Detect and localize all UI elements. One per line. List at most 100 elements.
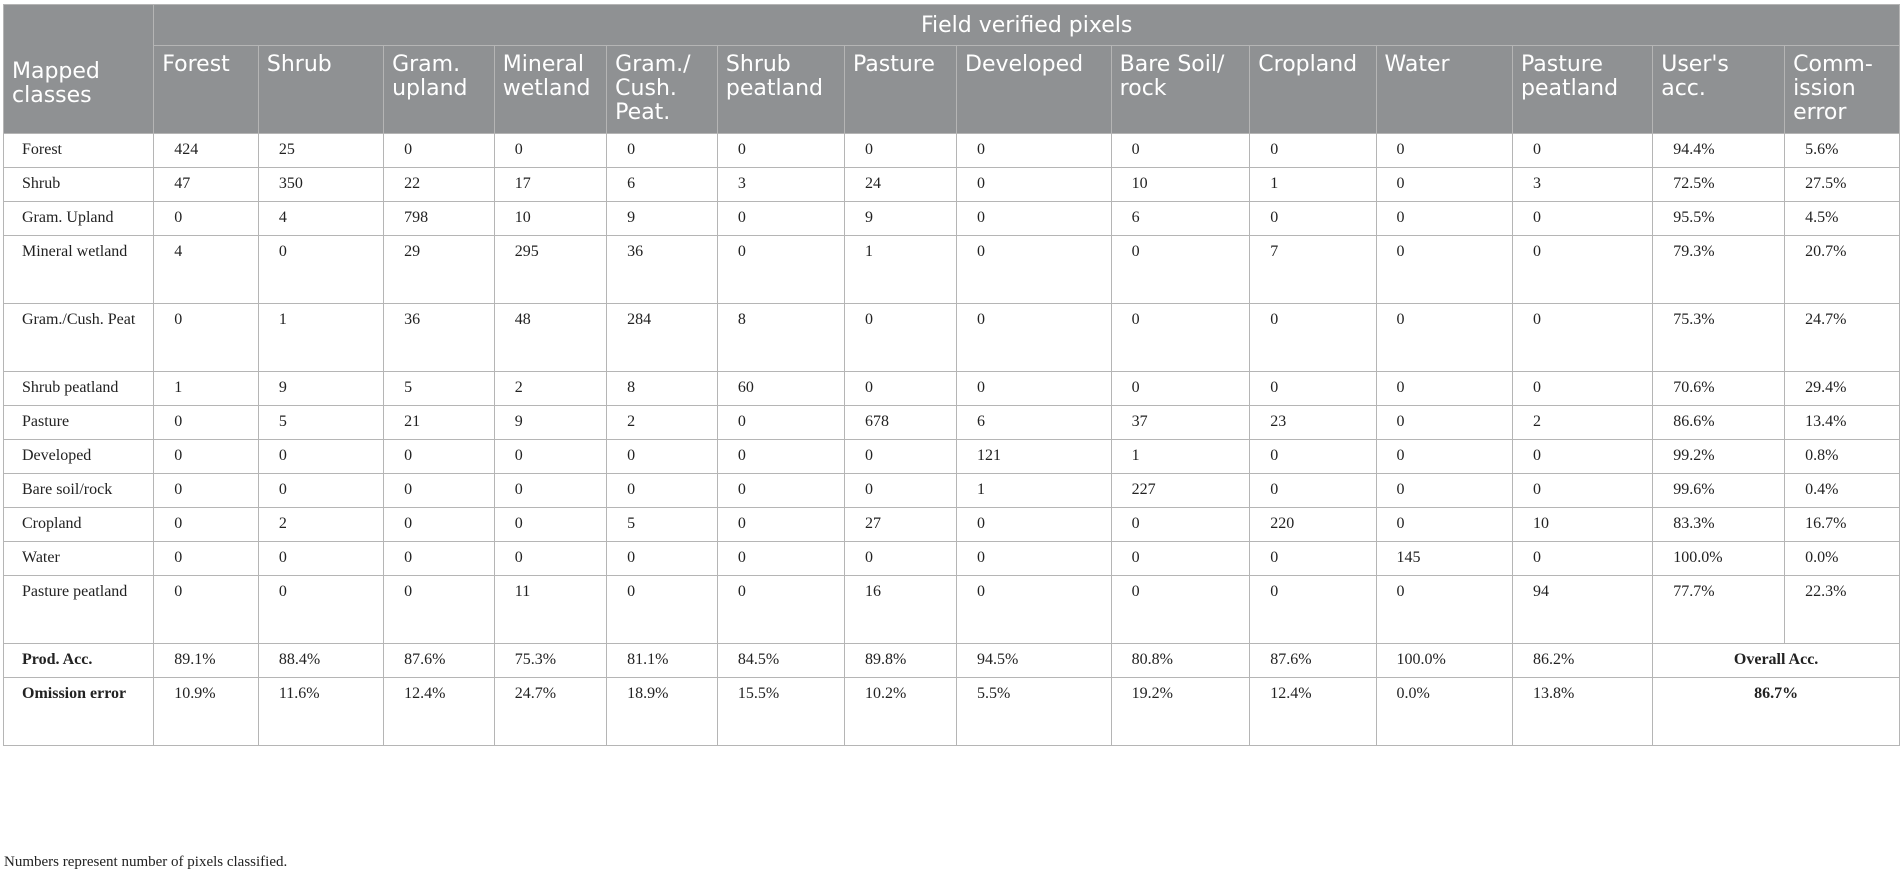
table-cell: 1 <box>843 235 958 304</box>
table-cell: 0 <box>956 167 1112 202</box>
table-cell: 350 <box>257 167 385 202</box>
table-cell: 0 <box>606 473 718 508</box>
table-cell: 0 <box>257 439 385 474</box>
column-header: Forest <box>153 45 259 134</box>
table-cell: 60 <box>716 371 845 406</box>
table-cell: 77.7% <box>1652 575 1786 644</box>
table-cell: 0 <box>843 371 958 406</box>
column-header: Mineral wetland <box>493 45 608 134</box>
table-cell: 0.4% <box>1784 473 1900 508</box>
table-cell: 22.3% <box>1784 575 1900 644</box>
table-cell: 2 <box>606 405 718 440</box>
table-cell: 47 <box>153 167 259 202</box>
table-cell: 0 <box>153 303 259 372</box>
table-cell: 220 <box>1249 507 1377 542</box>
table-cell: 0 <box>257 541 385 576</box>
table-cell: 0 <box>956 133 1112 168</box>
table-cell: 0 <box>493 133 608 168</box>
row-label: Forest <box>2 133 155 168</box>
table-cell: 15.5% <box>716 677 845 746</box>
overall-accuracy-value: 86.7% <box>1652 677 1900 746</box>
table-cell: 94 <box>1511 575 1654 644</box>
table-cell: 0 <box>1511 473 1654 508</box>
table-cell: 94.5% <box>956 643 1112 678</box>
table-cell: 29.4% <box>1784 371 1900 406</box>
table-cell: 5.5% <box>956 677 1112 746</box>
table-cell: 72.5% <box>1652 167 1786 202</box>
table-cell: 0 <box>606 439 718 474</box>
table-cell: 0 <box>383 133 495 168</box>
row-label: Bare soil/rock <box>2 473 155 508</box>
table-cell: 6 <box>956 405 1112 440</box>
table-row: Water 0 0 0 0 0 0 0 0 0 0 145 0 100.0% 0.0% <box>2 541 1900 576</box>
table-cell: 145 <box>1375 541 1513 576</box>
table-cell: 94.4% <box>1652 133 1786 168</box>
table-cell: 0 <box>956 303 1112 372</box>
table-row: Developed 0 0 0 0 0 0 0 121 1 0 0 0 99.2% 0.8% <box>2 439 1900 474</box>
table-cell: 0.0% <box>1375 677 1513 746</box>
table-cell: 0 <box>956 541 1112 576</box>
table-row: Gram. Upland 0 4 798 10 9 0 9 0 6 0 0 0 95.5% 4.5% <box>2 201 1900 236</box>
table-cell: 0.8% <box>1784 439 1900 474</box>
row-label: Gram. Upland <box>2 201 155 236</box>
table-cell: 5 <box>257 405 385 440</box>
table-cell: 2 <box>257 507 385 542</box>
table-cell: 0 <box>1110 575 1251 644</box>
table-cell: 6 <box>606 167 718 202</box>
table-cell: 0 <box>1110 235 1251 304</box>
table-cell: 99.6% <box>1652 473 1786 508</box>
table-footnote: Numbers represent number of pixels class… <box>4 854 288 870</box>
table-row: Mineral wetland 4 0 29 295 36 0 1 0 0 7 0 0 79.3% 20.7… <box>2 235 1900 304</box>
omission-error-row: Omission error 10.9% 11.6% 12.4% 24.7% 18.9% 1… <box>2 677 1900 746</box>
table-cell: 79.3% <box>1652 235 1786 304</box>
table-cell: 16.7% <box>1784 507 1900 542</box>
table-cell: 0 <box>716 201 845 236</box>
table-cell: 0 <box>956 235 1112 304</box>
table-cell: 0 <box>956 371 1112 406</box>
row-label: Cropland <box>2 507 155 542</box>
column-header: Gram. upland <box>383 45 495 134</box>
table-cell: 83.3% <box>1652 507 1786 542</box>
table-row: Shrub 47 350 22 17 6 3 24 0 10 1 0 3 72.5% 27.5% <box>2 167 1900 202</box>
table-cell: 9 <box>493 405 608 440</box>
table-cell: 22 <box>383 167 495 202</box>
column-header: Pasture peatland <box>1511 45 1654 134</box>
table-cell: 3 <box>716 167 845 202</box>
table-cell: 5.6% <box>1784 133 1900 168</box>
column-header: Bare Soil/ rock <box>1110 45 1251 134</box>
table-cell: 37 <box>1110 405 1251 440</box>
table-cell: 1 <box>956 473 1112 508</box>
column-header: Shrub peatland <box>716 45 845 134</box>
table-cell: 2 <box>493 371 608 406</box>
table-cell: 0 <box>1110 133 1251 168</box>
table-row: Pasture peatland 0 0 0 11 0 0 16 0 0 0 0 94 77.7% 22.3… <box>2 575 1900 644</box>
table-cell: 0 <box>153 575 259 644</box>
table-cell: 100.0% <box>1652 541 1786 576</box>
table-cell: 6 <box>1110 201 1251 236</box>
table-cell: 3 <box>1511 167 1654 202</box>
table-cell: 10.9% <box>153 677 259 746</box>
table-cell: 75.3% <box>493 643 608 678</box>
table-cell: 0 <box>1375 439 1513 474</box>
table-cell: 0 <box>1375 507 1513 542</box>
table-cell: 86.2% <box>1511 643 1654 678</box>
table-cell: 678 <box>843 405 958 440</box>
table-cell: 29 <box>383 235 495 304</box>
table-cell: 0 <box>1110 303 1251 372</box>
column-header: Gram./ Cush. Peat. <box>606 45 718 134</box>
table-row: Shrub peatland 1 9 5 2 8 60 0 0 0 0 0 0 70.6% 29.4% <box>2 371 1900 406</box>
table-cell: 0.0% <box>1784 541 1900 576</box>
table-cell: 0 <box>843 541 958 576</box>
table-cell: 9 <box>843 201 958 236</box>
table-cell: 21 <box>383 405 495 440</box>
table-cell: 0 <box>1375 575 1513 644</box>
table-cell: 0 <box>1249 439 1377 474</box>
table-cell: 18.9% <box>606 677 718 746</box>
table-row: Bare soil/rock 0 0 0 0 0 0 0 1 227 0 0 0 99.6% 0.4% <box>2 473 1900 508</box>
table-cell: 0 <box>1249 473 1377 508</box>
table-cell: 227 <box>1110 473 1251 508</box>
table-cell: 100.0% <box>1375 643 1513 678</box>
table-cell: 8 <box>606 371 718 406</box>
column-header: User's acc. <box>1652 45 1786 134</box>
table-cell: 0 <box>606 541 718 576</box>
